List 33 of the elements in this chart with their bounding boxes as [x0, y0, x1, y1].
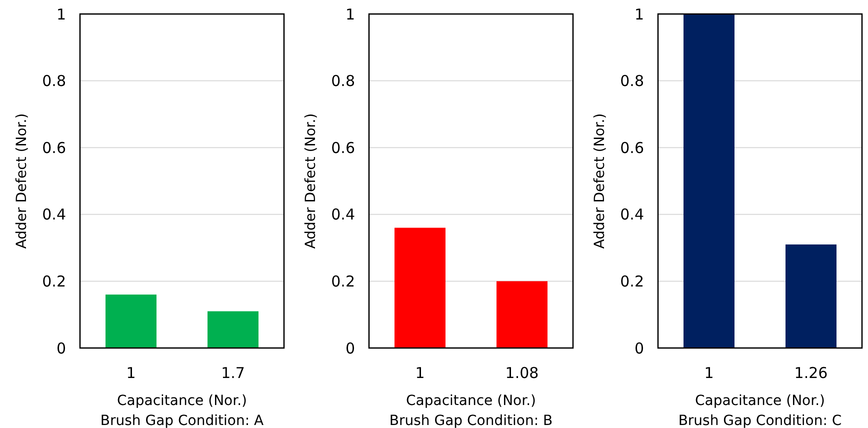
y-tick-label: 0.6 — [331, 138, 355, 157]
x-axis-title: Capacitance (Nor.) — [695, 393, 825, 409]
y-tick-label: 0 — [634, 339, 644, 358]
y-tick-label: 1 — [345, 5, 355, 24]
text: Brush Gap Condition: A — [100, 413, 264, 428]
x-tick-label: 1 — [415, 364, 425, 382]
x-tick-label: 1 — [704, 364, 714, 382]
y-tick-label: 1 — [56, 5, 66, 24]
y-tick-label: 0.6 — [42, 138, 66, 157]
y-tick-label: 0.8 — [620, 72, 644, 90]
x-axis-title: Capacitance (Nor.) — [117, 393, 247, 409]
text: Brush Gap Condition: B — [389, 413, 553, 428]
x-tick-label: 1.26 — [794, 364, 828, 382]
y-tick-label: 0.4 — [42, 206, 66, 224]
y-tick-label: 0.2 — [42, 272, 66, 290]
y-tick-label: 0.6 — [620, 138, 644, 157]
y-tick-label: 0.2 — [620, 272, 644, 290]
y-axis-title: Adder Defect (Nor.) — [14, 113, 30, 249]
y-tick-label: 1 — [634, 5, 644, 24]
y-axis-title: Adder Defect (Nor.) — [592, 113, 608, 249]
y-tick-label: 0 — [56, 339, 66, 358]
y-tick-label: 0.2 — [331, 272, 355, 290]
y-tick-label: 0.8 — [331, 72, 355, 90]
y-tick-label: 0.4 — [331, 206, 355, 224]
x-tick-label: 1.7 — [221, 364, 245, 382]
y-tick-label: 0 — [345, 339, 355, 358]
x-tick-label: 1 — [126, 364, 136, 382]
y-tick-label: 0.8 — [42, 72, 66, 90]
y-tick-label: 0.4 — [620, 206, 644, 224]
y-axis-title: Adder Defect (Nor.) — [303, 113, 319, 249]
x-tick-label: 1.08 — [505, 364, 539, 382]
text: Brush Gap Condition: C — [678, 413, 842, 428]
x-axis-title: Capacitance (Nor.) — [406, 393, 536, 409]
